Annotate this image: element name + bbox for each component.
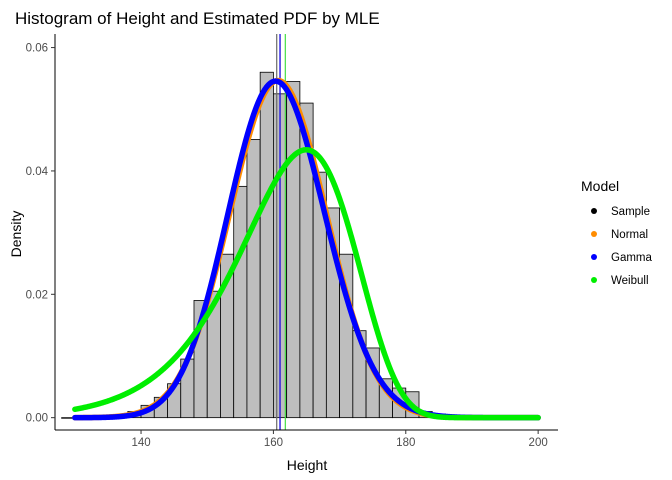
histogram-bar xyxy=(286,81,301,419)
legend-label-sample: Sample xyxy=(611,206,650,218)
vertical-lines xyxy=(276,34,286,430)
x-tick-label: 160 xyxy=(264,437,283,449)
legend-key-weibull xyxy=(591,277,597,283)
y-axis-title: Density xyxy=(8,211,24,258)
y-tick-label: 0.00 xyxy=(26,413,48,425)
legend-key-normal xyxy=(591,231,597,237)
x-tick-label: 200 xyxy=(529,437,548,449)
legend-label-normal: Normal xyxy=(611,229,648,241)
chart-title: Histogram of Height and Estimated PDF by… xyxy=(15,9,380,28)
legend-key-sample xyxy=(591,208,597,214)
histogram-bars xyxy=(61,71,486,419)
y-tick-label: 0.02 xyxy=(26,289,48,301)
legend-key-gamma xyxy=(591,254,597,260)
histogram-bar xyxy=(259,71,274,419)
legend-label-weibull: Weibull xyxy=(611,275,649,287)
legend-title: Model xyxy=(581,178,619,194)
x-axis-title: Height xyxy=(287,457,328,473)
legend-label-gamma: Gamma xyxy=(611,252,653,264)
legend: Model Sample Normal Gamma Weibull xyxy=(581,178,653,287)
axes: 140 160 180 200 0.00 0.02 0.04 0.06 xyxy=(26,34,558,449)
histogram-bar xyxy=(246,139,261,419)
y-tick-label: 0.04 xyxy=(26,166,49,178)
histogram-bar xyxy=(233,185,248,419)
pdf-curves xyxy=(72,77,541,421)
y-tick-label: 0.06 xyxy=(26,43,48,55)
x-tick-label: 140 xyxy=(131,437,150,449)
pdf-curve-weibull xyxy=(72,147,541,421)
x-tick-label: 180 xyxy=(396,437,415,449)
